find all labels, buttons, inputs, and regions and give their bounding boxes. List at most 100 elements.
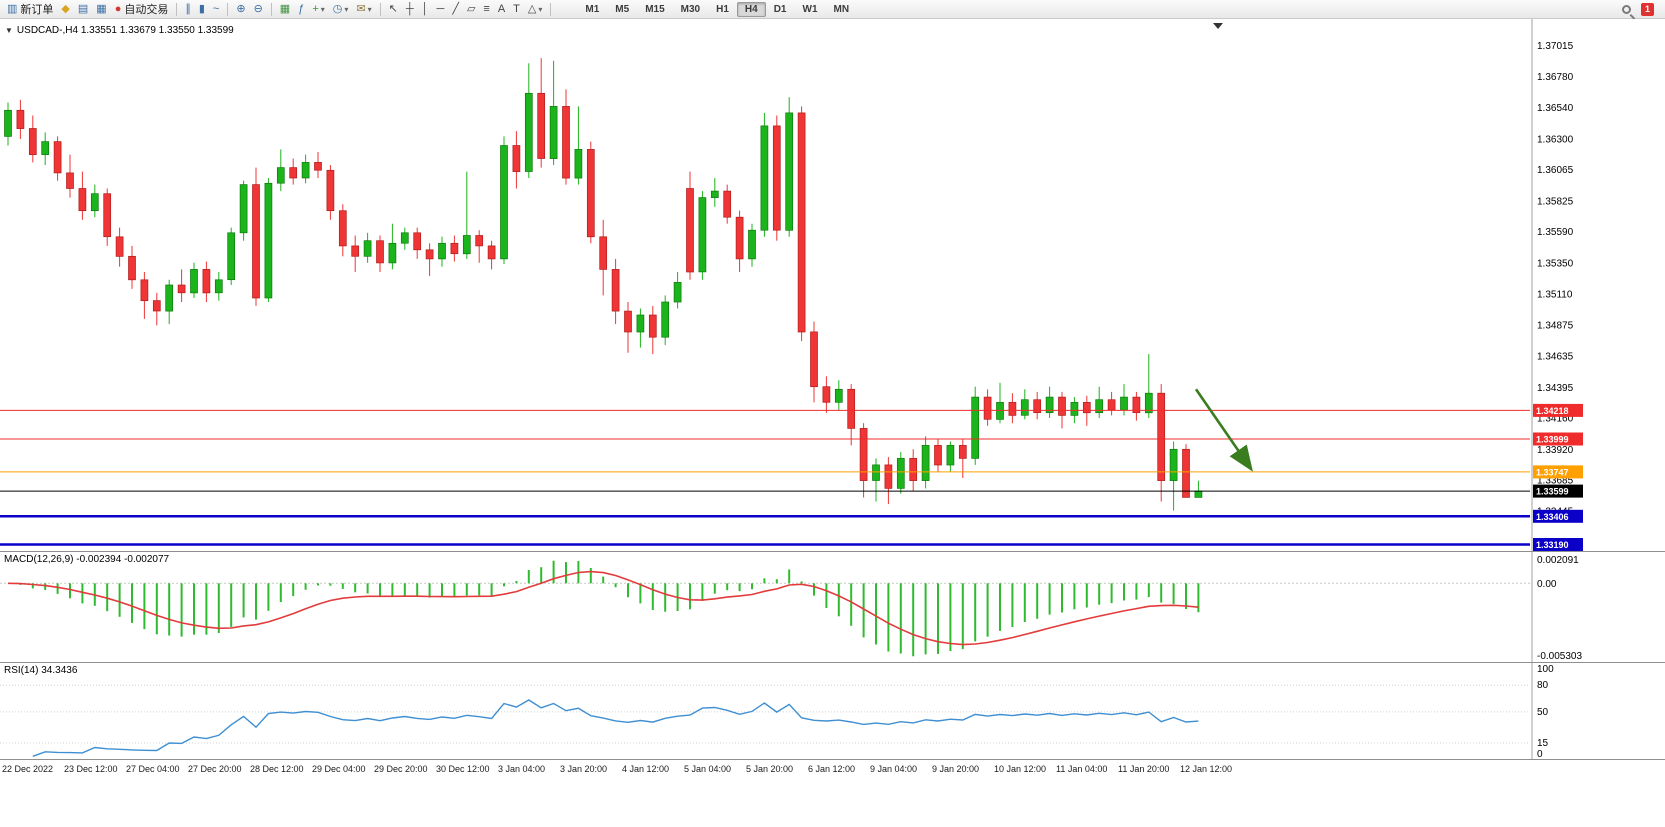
svg-text:1.36540: 1.36540 — [1537, 103, 1574, 114]
macd-label: MACD(12,26,9) -0.002394 -0.002077 — [4, 554, 170, 565]
svg-text:1.33190: 1.33190 — [1536, 540, 1569, 550]
label-icon: T — [513, 2, 520, 15]
svg-text:1.33406: 1.33406 — [1536, 512, 1569, 522]
text-icon: A — [497, 2, 506, 15]
time-label: 6 Jan 12:00 — [808, 764, 856, 774]
svg-text:100: 100 — [1537, 664, 1554, 675]
svg-text:-0.005303: -0.005303 — [1537, 651, 1582, 662]
ohlc-bars-button[interactable]: ∥ — [181, 1, 195, 18]
svg-text:1.33599: 1.33599 — [1536, 487, 1569, 497]
indicators-icon: ƒ — [298, 2, 305, 15]
fibonacci-button[interactable]: ≡ — [479, 1, 493, 18]
timeframe-button-w1[interactable]: W1 — [802, 3, 818, 15]
profile-button[interactable]: ▦ — [92, 1, 110, 18]
zoom-out-icon: ⊖ — [253, 2, 263, 15]
svg-text:1.33920: 1.33920 — [1537, 445, 1574, 456]
time-label: 9 Jan 20:00 — [932, 764, 980, 774]
svg-text:1.33747: 1.33747 — [1536, 467, 1569, 477]
time-label: 10 Jan 12:00 — [994, 764, 1047, 774]
trendline-icon: ╱ — [452, 2, 459, 15]
text-button[interactable]: A — [494, 1, 509, 18]
timeframe-button-m15[interactable]: M15 — [645, 3, 665, 15]
zoom-in-button[interactable]: ⊕ — [232, 1, 249, 18]
timeframe-button-m30[interactable]: M30 — [680, 3, 701, 15]
timeframe-button-h4[interactable]: H4 — [736, 1, 766, 17]
time-label: 28 Dec 12:00 — [250, 764, 304, 774]
timeframe-button-mn[interactable]: MN — [833, 3, 850, 15]
toolbar-buttons: ▥ 新订单 ◆ ▤ ▦ ● 自动交易 ∥ ▮ ~ ⊕ ⊖ ▦ ƒ + ▾ ◷ ▾ ✉ ▾ ↖ ┼ │ ─ ╱ ▱ ≡ A T △ ▾ — [3, 1, 555, 18]
auto-trading-button[interactable]: ● 自动交易 — [111, 1, 173, 18]
cursor-icon: ↖ — [388, 2, 398, 15]
time-label: 5 Jan 04:00 — [684, 764, 732, 774]
svg-text:1.34395: 1.34395 — [1537, 383, 1574, 394]
vertical-line-button[interactable]: │ — [418, 1, 433, 18]
svg-text:0: 0 — [1537, 749, 1543, 759]
svg-text:1.36300: 1.36300 — [1537, 135, 1574, 146]
time-label: 30 Dec 12:00 — [436, 764, 490, 774]
candlestick-chart[interactable]: 1.37015 1.36780 1.36540 1.36300 1.36065 1.358… — [0, 19, 1665, 551]
new-order-button-label: 新订单 — [20, 4, 54, 16]
rsi-chart[interactable]: 100 80 50 150 — [0, 663, 1665, 759]
chart-title: ▼ USDCAD-,H4 1.33551 1.33679 1.33550 1.3… — [5, 25, 234, 36]
time-label: 11 Jan 20:00 — [1118, 764, 1170, 774]
svg-text:1.35590: 1.35590 — [1537, 227, 1574, 238]
svg-text:50: 50 — [1537, 707, 1549, 718]
time-label: 27 Dec 04:00 — [126, 764, 180, 774]
timeframe-button-h1[interactable]: H1 — [716, 3, 729, 15]
dropdown-arrow-icon: ▾ — [320, 4, 325, 14]
svg-text:1.34160: 1.34160 — [1537, 414, 1574, 425]
channel-button[interactable]: ▱ — [463, 1, 479, 18]
search-icon[interactable] — [1622, 4, 1631, 14]
time-label: 5 Jan 20:00 — [746, 764, 794, 774]
timeframe-button-d1[interactable]: D1 — [773, 3, 787, 15]
chart-window: 1.37015 1.36780 1.36540 1.36300 1.36065 1.358… — [0, 19, 1665, 779]
collapse-icon[interactable]: ▼ — [5, 26, 13, 35]
time-label: 3 Jan 04:00 — [498, 764, 546, 774]
indicators-button[interactable]: ƒ — [294, 1, 308, 18]
candlestick-button[interactable]: ▮ — [195, 1, 209, 18]
time-axis[interactable]: 22 Dec 2022 23 Dec 12:00 27 Dec 04:00 27 De… — [0, 759, 1665, 779]
new-order-button[interactable]: ▥ 新订单 — [3, 1, 57, 18]
toolbar-right: 1 — [1622, 2, 1662, 16]
label-button[interactable]: T — [509, 1, 524, 18]
shapes-button[interactable]: △ ▾ — [524, 1, 546, 18]
templates-button[interactable]: ✉ ▾ — [352, 1, 375, 18]
svg-text:0.00: 0.00 — [1537, 579, 1557, 590]
crosshair-button[interactable]: ┼ — [402, 1, 418, 18]
time-label: 27 Dec 20:00 — [188, 764, 242, 774]
notification-badge[interactable]: 1 — [1641, 2, 1654, 16]
dropdown-arrow-icon: ▾ — [367, 4, 372, 14]
svg-text:1.37015: 1.37015 — [1537, 41, 1574, 52]
zoom-out-button[interactable]: ⊖ — [250, 1, 267, 18]
dropdown-arrow-icon: ▾ — [538, 4, 543, 14]
svg-text:1.34218: 1.34218 — [1536, 406, 1569, 416]
clock-icon: ◷ — [332, 2, 343, 15]
shapes-icon: △ — [527, 2, 537, 15]
horizontal-line-button[interactable]: ─ — [433, 1, 449, 18]
macd-pane: 0.002091 0.00 -0.005303 MACD(12,26,9) -0.0… — [0, 551, 1665, 662]
timeframe-button-m5[interactable]: M5 — [615, 3, 630, 15]
time-label: 3 Jan 20:00 — [560, 764, 608, 774]
toolbar-separator — [379, 2, 381, 16]
channel-icon: ▱ — [466, 2, 476, 15]
add-indicator-button[interactable]: + ▾ — [308, 1, 328, 18]
toolbar: ▥ 新订单 ◆ ▤ ▦ ● 自动交易 ∥ ▮ ~ ⊕ ⊖ ▦ ƒ + ▾ ◷ ▾ ✉ ▾ ↖ ┼ │ ─ ╱ ▱ ≡ A T △ ▾ M1 M… — [0, 0, 1665, 19]
megaphone-button[interactable]: ◆ — [57, 1, 73, 18]
timeframe-toolbar: M1 M5 M15 M30 H1 H4 D1 W1 MN — [577, 1, 857, 17]
svg-text:1.34635: 1.34635 — [1537, 352, 1574, 363]
svg-text:1.35110: 1.35110 — [1537, 290, 1573, 301]
trendline-button[interactable]: ╱ — [448, 1, 463, 18]
period-button[interactable]: ◷ ▾ — [329, 1, 353, 18]
dropdown-arrow-icon: ▾ — [344, 4, 349, 14]
svg-text:15: 15 — [1537, 738, 1549, 749]
line-chart-button[interactable]: ~ — [209, 1, 223, 18]
timeframe-button-m1[interactable]: M1 — [585, 3, 600, 15]
megaphone-icon: ◆ — [61, 2, 70, 15]
macd-chart[interactable]: 0.002091 0.00 -0.005303 — [0, 552, 1665, 662]
chart-list-button[interactable]: ▤ — [74, 1, 92, 18]
toolbar-separator — [176, 2, 178, 16]
toolbar-separator — [227, 2, 229, 16]
svg-text:1.35350: 1.35350 — [1537, 258, 1574, 269]
cursor-button[interactable]: ↖ — [385, 1, 402, 18]
tile-windows-button[interactable]: ▦ — [276, 1, 294, 18]
